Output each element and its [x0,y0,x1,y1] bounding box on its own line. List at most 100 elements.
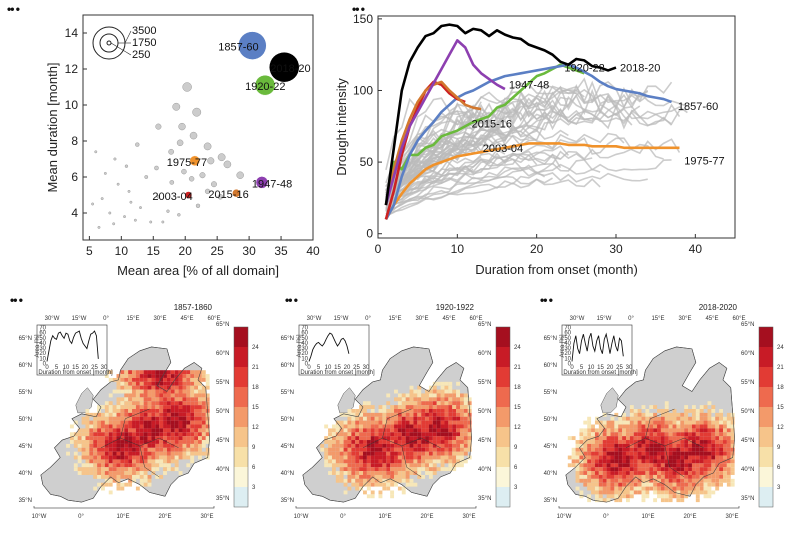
inset-x-tick: 30 [626,365,633,371]
drought-cell [351,482,356,487]
drought-cell [366,471,371,475]
drought-cell [128,370,133,375]
drought-cell [151,381,156,386]
drought-cell [432,401,437,406]
series-label-2018-20: 2018-20 [620,63,660,75]
drought-cell [108,451,113,456]
drought-cell [629,490,634,495]
drought-cell [448,401,453,406]
drought-cell [645,482,650,487]
drought-cell [606,474,611,479]
drought-cell [664,401,669,406]
drought-cell [139,374,144,378]
drought-cell [324,447,329,452]
drought-cell [135,467,140,472]
drought-cell [680,459,685,464]
drought-cell [691,447,696,452]
drought-cell [688,443,692,448]
drought-cell [691,412,696,417]
colorbar-segment [234,407,248,427]
drought-cell [143,471,148,475]
drought-cell [723,424,727,429]
colorbar-label: 9 [252,445,256,451]
inset-y-tick: 20 [301,351,308,357]
drought-cell [170,389,175,394]
drought-cell [409,432,414,437]
drought-cell [132,401,136,406]
drought-cell [456,401,460,406]
drought-cell [401,447,406,452]
coastline [302,346,472,503]
drought-cell [394,455,398,460]
drought-cell [460,424,464,429]
drought-cell [194,416,198,421]
drought-cell [428,471,433,475]
colorbar-segment [496,347,510,367]
lat-left-label: 55°N [281,390,294,396]
drought-cell [637,420,642,425]
colorbar-frame [758,326,774,508]
drought-cell [440,420,445,425]
drought-cell [401,416,406,421]
drought-cell [664,420,669,425]
drought-cell [460,409,464,413]
drought-cell [155,393,160,398]
drought-cell [128,436,133,441]
drought-cell [664,409,669,413]
highlight-label-2018-20: 2018-20 [270,63,310,75]
drought-cell [101,440,105,444]
drought-cell [436,424,441,429]
drought-cell [93,420,98,425]
drought-cell [405,405,410,409]
drought-cell [155,428,160,433]
drought-cell [444,405,449,409]
drought-cell [653,432,658,437]
drought-cell [331,432,336,437]
drought-cell [116,397,121,402]
drought-cell [660,424,665,429]
drought-cell [139,474,144,479]
background-point [181,168,187,175]
drought-cell [101,405,105,409]
drought-cell [132,424,136,429]
drought-cell [707,420,712,425]
drought-cell [386,447,391,452]
drought-cell [436,451,441,456]
drought-cell [93,432,98,437]
lon-bottom-label: 0° [603,514,609,520]
drought-cell [178,416,183,421]
drought-cell [143,412,148,417]
drought-cell [151,420,156,425]
drought-cell [390,474,395,479]
drought-cell [135,370,140,375]
drought-cell [618,447,623,452]
drought-cell [147,397,152,402]
drought-cell [163,412,167,417]
drought-cell [591,474,595,479]
drought-cell [668,436,673,441]
drought-cell [151,428,156,433]
drought-cell [324,455,329,460]
drought-cell [606,486,611,491]
drought-cell [641,420,646,425]
drought-cell [132,416,136,421]
drought-cell [591,459,595,464]
drought-cell [382,420,387,425]
drought-cell [135,436,140,441]
drought-cell [163,440,167,444]
drought-cell [178,370,183,375]
drought-cell [664,463,669,468]
colorbar-segment [759,347,773,367]
drought-cell [723,451,727,456]
drought-cell [374,467,379,472]
inset-y-tick: 60 [39,331,46,337]
inset-x-tick: 30 [363,365,370,371]
drought-cell [378,432,383,437]
drought-cell [645,455,650,460]
drought-cell [128,428,133,433]
drought-cell [93,436,98,441]
drought-cell [163,447,167,452]
drought-cell [602,447,607,452]
drought-cell [139,478,144,483]
drought-cell [135,401,140,406]
